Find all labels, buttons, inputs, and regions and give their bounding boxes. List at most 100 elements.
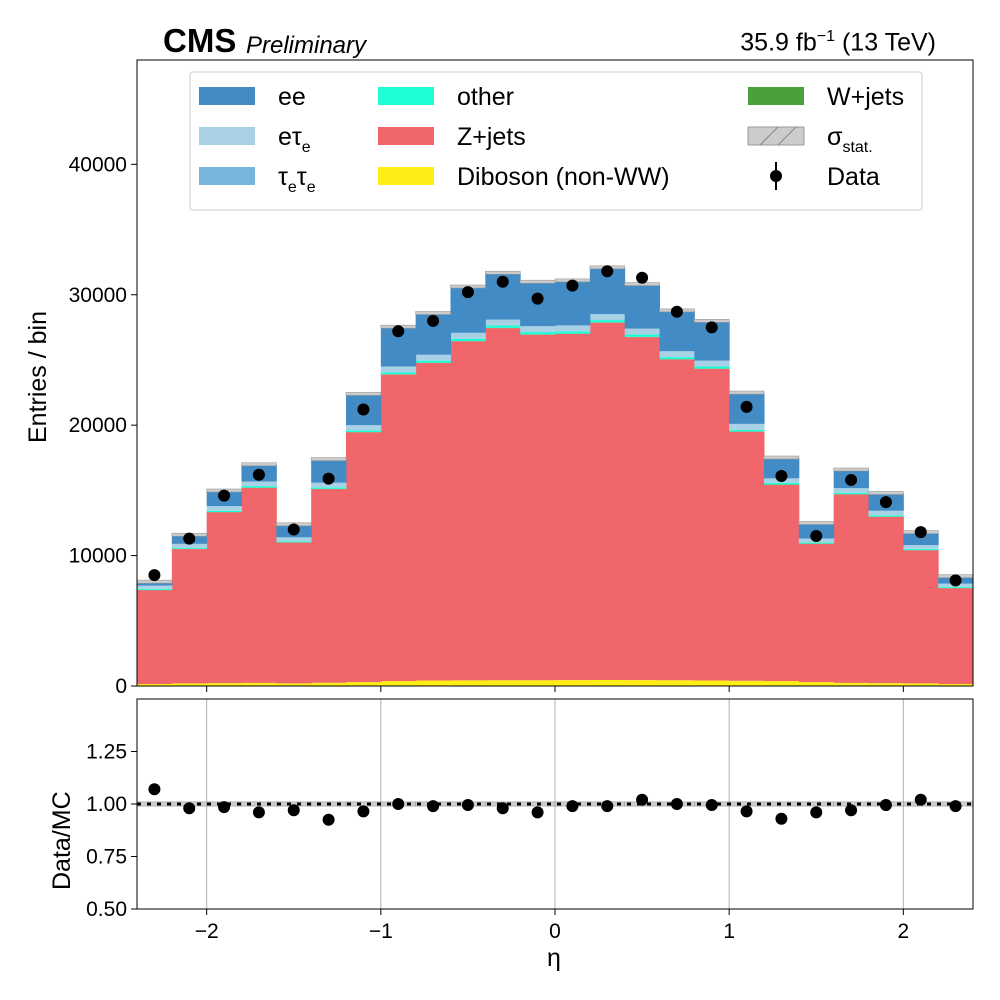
main-ytick-label-3: 30000: [69, 284, 127, 307]
data-point-21: [879, 496, 892, 509]
legend-swatch-stat-hatch-1: [759, 126, 779, 146]
ratio-point-12: [566, 800, 579, 813]
bar-other-21: [868, 515, 904, 517]
legend-swatch-data: [770, 170, 782, 182]
stat-band-19: [798, 521, 834, 525]
bar-diboson-non-ww--4: [276, 683, 312, 686]
ratio-point-5: [322, 813, 335, 826]
bar-z-jets-18: [764, 484, 800, 682]
bar-e-e-4: [276, 537, 312, 542]
bar-diboson-non-ww--7: [380, 681, 417, 686]
bar-other-10: [485, 325, 521, 328]
bar-diboson-non-ww--23: [938, 684, 974, 686]
bar-ee-14: [624, 284, 660, 329]
bar-diboson-non-ww--8: [415, 680, 451, 686]
data-point-5: [322, 472, 335, 485]
bar-z-jets-15: [659, 359, 695, 681]
ratio-point-4: [287, 804, 300, 817]
bar-diboson-non-ww--1: [171, 683, 208, 686]
bar-other-17: [729, 429, 765, 432]
bar-e-e-17: [729, 423, 765, 430]
bar-z-jets-6: [346, 432, 382, 683]
legend-swatch-stat-hatch-2: [777, 126, 797, 146]
ratio-ytick-label-2: 1.00: [86, 793, 127, 816]
ratio-point-23: [949, 800, 962, 813]
bar-diboson-non-ww--20: [833, 682, 869, 686]
bar-e-e-15: [659, 351, 695, 358]
data-point-11: [531, 292, 544, 305]
bar-other-3: [241, 486, 277, 488]
bar-diboson-non-ww--13: [589, 680, 626, 686]
ratio-point-17: [740, 805, 753, 818]
bar-other-14: [624, 334, 660, 337]
bar-diboson-non-ww--2: [206, 683, 242, 686]
bar-z-jets-9: [450, 341, 486, 681]
bar-other-13: [589, 320, 626, 323]
data-point-9: [461, 286, 474, 299]
bar-z-jets-22: [903, 550, 939, 684]
data-point-14: [636, 271, 649, 284]
ratio-point-6: [357, 805, 370, 818]
main-panel: 0 10000 20000 30000 40000: [69, 59, 974, 698]
bar-z-jets-0: [137, 590, 173, 685]
bar-z-jets-17: [729, 431, 765, 681]
stat-band-3: [241, 462, 277, 467]
ratio-point-14: [636, 793, 649, 806]
bar-other-22: [903, 549, 939, 551]
bar-e-e-3: [241, 481, 277, 487]
bar-other-15: [659, 357, 695, 360]
ratio-ytick-label-0: 0.50: [86, 898, 127, 921]
bar-other-23: [938, 586, 974, 588]
bar-other-9: [450, 338, 486, 342]
bar-diboson-non-ww--19: [798, 682, 835, 686]
data-point-22: [914, 526, 927, 539]
data-point-19: [810, 530, 823, 543]
legend-label-other: other: [457, 83, 514, 111]
ratio-xtick-label-2: 0: [549, 920, 561, 943]
bar-diboson-non-ww--16: [694, 680, 730, 686]
bar-ee-18: [764, 457, 800, 479]
bar-z-jets-1: [171, 549, 208, 684]
ratio-stat-band-0: [136, 801, 173, 807]
main-ytick-label-4: 40000: [69, 153, 127, 176]
bar-diboson-non-ww--0: [137, 684, 173, 686]
ratio-point-0: [148, 783, 161, 796]
legend-swatch-other: [378, 87, 434, 105]
stat-band-11: [519, 279, 556, 284]
bar-z-jets-19: [798, 543, 835, 683]
data-point-7: [392, 325, 405, 338]
data-point-10: [496, 275, 509, 288]
bar-ee-5: [311, 459, 347, 483]
bar-diboson-non-ww--3: [241, 682, 277, 686]
bar-e-e-22: [903, 545, 939, 550]
stat-band-17: [728, 390, 765, 395]
luminosity-label: 35.9 fb−1 (13 TeV): [740, 28, 936, 57]
stat-band-5: [310, 457, 347, 461]
data-point-13: [601, 265, 614, 278]
data-point-16: [705, 321, 718, 334]
bar-other-11: [520, 332, 556, 335]
legend-swatch-stat: [747, 126, 805, 146]
bar-e-e-1: [171, 543, 208, 548]
data-point-6: [357, 403, 370, 416]
bar-diboson-non-ww--15: [659, 680, 695, 686]
bar-e-e-20: [833, 488, 869, 493]
ratio-point-18: [775, 812, 788, 825]
bar-other-1: [171, 547, 208, 549]
ratio-point-3: [252, 806, 265, 819]
bar-z-jets-5: [311, 489, 347, 683]
bar-e-e-11: [520, 326, 556, 333]
bar-ee-22: [903, 532, 939, 546]
ratio-point-11: [531, 806, 544, 819]
bar-diboson-non-ww--9: [450, 680, 486, 686]
legend-swatch-diboson: [378, 167, 434, 185]
ratio-xtick-label-4: 2: [897, 920, 909, 943]
bar-z-jets-23: [938, 588, 974, 685]
ratio-point-10: [496, 802, 509, 815]
bar-z-jets-12: [555, 333, 591, 681]
bar-diboson-non-ww--21: [868, 683, 904, 686]
bar-z-jets-4: [276, 542, 312, 684]
bar-diboson-non-ww--14: [624, 680, 660, 686]
bar-e-e-9: [450, 332, 486, 339]
